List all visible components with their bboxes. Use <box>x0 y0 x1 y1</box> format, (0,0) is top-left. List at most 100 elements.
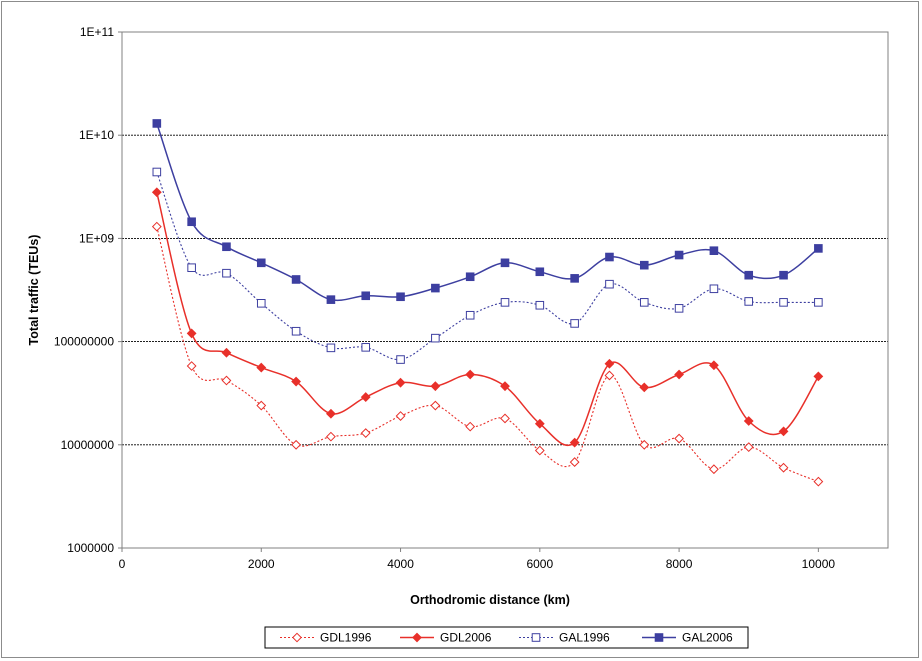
data-point <box>222 242 231 252</box>
data-point <box>291 275 301 284</box>
data-point <box>360 392 371 402</box>
series-line <box>156 226 819 483</box>
data-point <box>152 167 162 177</box>
data-point <box>256 258 266 268</box>
series-gdl1996 <box>151 221 824 487</box>
data-point <box>151 221 162 232</box>
legend-label: GDL2006 <box>440 631 492 645</box>
data-point <box>744 270 754 280</box>
data-point <box>744 297 754 306</box>
data-point <box>674 433 684 444</box>
data-point <box>813 476 824 487</box>
legend-item: GDL1996 <box>280 631 372 645</box>
data-point <box>291 376 301 387</box>
data-point <box>361 343 371 352</box>
legend-label: GAL2006 <box>682 631 733 645</box>
data-point <box>813 371 824 382</box>
data-point <box>743 442 754 453</box>
data-point <box>361 291 371 301</box>
x-tick-label: 10000 <box>802 557 836 571</box>
data-point <box>709 246 719 256</box>
data-point <box>814 244 823 253</box>
data-point <box>674 250 684 260</box>
data-point <box>709 464 719 475</box>
data-point <box>465 369 476 380</box>
data-point <box>535 267 545 277</box>
legend-marker <box>654 633 664 642</box>
y-tick-label: 1E+11 <box>80 25 114 39</box>
data-point <box>221 347 232 358</box>
data-point <box>639 382 650 393</box>
data-point <box>535 300 545 310</box>
legend-item: GAL2006 <box>642 631 733 645</box>
data-point <box>326 408 336 419</box>
data-point <box>674 304 684 313</box>
data-point <box>570 274 579 283</box>
data-point <box>500 298 510 307</box>
data-point <box>256 400 267 411</box>
y-tick-label: 100000000 <box>54 335 114 349</box>
data-point <box>431 283 440 293</box>
x-tick-label: 8000 <box>666 557 693 571</box>
data-point <box>779 298 788 307</box>
x-tick-label: 6000 <box>526 557 553 571</box>
plot-area <box>121 31 889 549</box>
data-point <box>500 381 510 392</box>
data-point <box>396 355 405 364</box>
data-point <box>639 260 649 270</box>
data-point <box>430 381 441 392</box>
data-point <box>674 369 684 380</box>
legend-marker <box>292 632 302 643</box>
series-gdl2006 <box>151 187 824 448</box>
y-tick-label: 1000000 <box>67 541 114 555</box>
data-point <box>639 439 650 450</box>
data-point <box>326 431 336 442</box>
data-point <box>604 370 615 381</box>
data-point <box>778 426 789 437</box>
data-point <box>605 279 614 289</box>
data-point <box>431 333 440 343</box>
data-point <box>152 119 162 128</box>
data-point <box>709 284 719 294</box>
data-point <box>465 310 475 320</box>
data-point <box>709 360 719 371</box>
legend-marker <box>531 633 541 642</box>
data-point <box>534 445 545 456</box>
data-point <box>743 416 754 426</box>
series-gal2006 <box>152 119 823 304</box>
data-point <box>187 217 196 227</box>
data-point <box>186 328 197 339</box>
y-axis-ticks: 1000000 10000000 100000000 1E+09 1E+10 1E+11 <box>54 25 122 555</box>
data-point <box>222 268 231 278</box>
data-point <box>360 428 371 438</box>
data-point <box>465 272 475 282</box>
y-tick-label: 10000000 <box>61 438 115 452</box>
x-axis-ticks: 0 2000 4000 6000 8000 10000 <box>119 548 836 571</box>
series-layer <box>151 119 824 487</box>
series-line <box>156 123 819 302</box>
legend-box <box>264 626 749 649</box>
legend-marker <box>412 632 422 643</box>
data-point <box>326 295 336 304</box>
data-point <box>186 361 197 371</box>
data-point <box>569 457 580 467</box>
data-point <box>291 439 301 450</box>
data-point <box>465 421 476 432</box>
legend-item: GAL1996 <box>519 631 610 645</box>
data-point <box>778 462 789 473</box>
x-tick-label: 0 <box>119 557 126 571</box>
data-point <box>500 258 510 268</box>
data-point <box>604 358 615 369</box>
data-point <box>500 413 510 424</box>
x-axis-title: Orthodromic distance (km) <box>410 593 570 607</box>
data-point <box>221 375 232 386</box>
y-tick-label: 1E+09 <box>79 231 114 245</box>
data-point <box>814 298 823 307</box>
x-tick-label: 4000 <box>387 557 414 571</box>
legend-label: GAL1996 <box>559 631 610 645</box>
y-tick-label: 1E+10 <box>79 128 114 142</box>
y-axis-title: Total traffic (TEUs) <box>27 235 41 346</box>
data-point <box>256 362 267 373</box>
x-tick-label: 2000 <box>248 557 275 571</box>
